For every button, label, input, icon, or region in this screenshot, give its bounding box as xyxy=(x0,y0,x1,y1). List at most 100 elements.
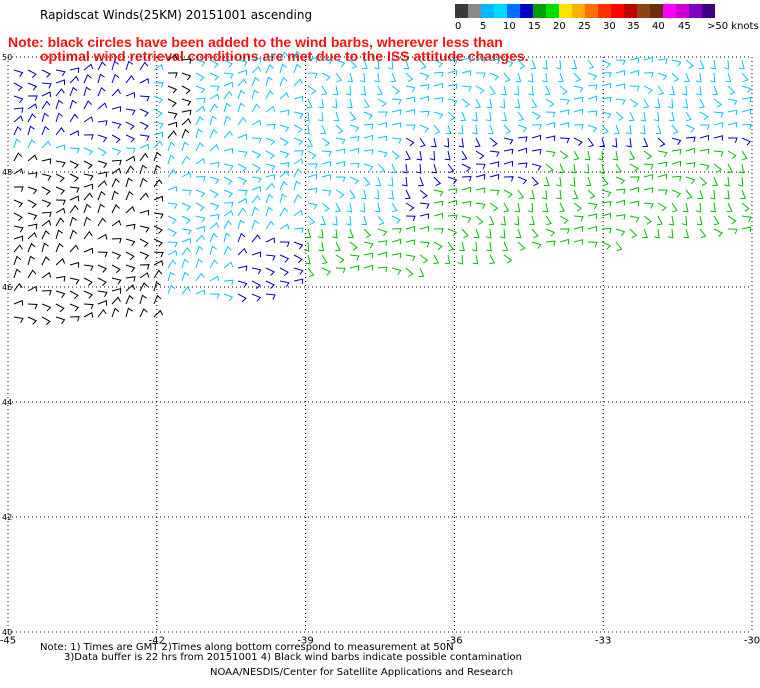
wind-barb xyxy=(348,228,354,239)
wind-barb xyxy=(181,117,192,126)
wind-barb xyxy=(265,174,276,180)
wind-barb xyxy=(27,69,37,78)
wind-barb xyxy=(727,121,738,128)
wind-barb xyxy=(83,192,93,201)
wind-barb xyxy=(195,289,206,296)
wind-barb xyxy=(461,215,472,223)
wind-barb xyxy=(55,186,66,195)
wind-barb xyxy=(488,215,495,226)
wind-barb xyxy=(349,254,360,261)
wind-barb xyxy=(97,120,108,126)
colorbar-label: 35 xyxy=(627,21,640,32)
wind-barb xyxy=(223,59,233,68)
wind-barb xyxy=(304,124,310,135)
wind-barb xyxy=(433,59,444,68)
wind-barb xyxy=(683,228,690,239)
wind-barb xyxy=(433,82,444,89)
wind-barb xyxy=(153,108,163,117)
wind-barb xyxy=(41,100,51,110)
wind-barb xyxy=(573,226,584,232)
wind-barb xyxy=(55,275,66,282)
wind-barb xyxy=(601,111,612,119)
wind-barb xyxy=(83,100,92,110)
wind-barb xyxy=(13,95,24,104)
wind-barb xyxy=(699,148,710,155)
wind-barb xyxy=(237,280,248,288)
wind-barb xyxy=(139,95,150,102)
wind-barb xyxy=(489,137,498,147)
wind-barb xyxy=(55,144,66,150)
wind-barb xyxy=(41,69,51,78)
wind-barb xyxy=(391,252,402,259)
wind-barb xyxy=(374,59,380,70)
colorbar-label: 30 xyxy=(603,21,616,32)
wind-barb xyxy=(391,109,402,115)
wind-barb xyxy=(97,147,107,157)
wind-barb xyxy=(545,98,555,108)
wind-barb xyxy=(615,98,626,105)
wind-barb xyxy=(513,85,520,96)
wind-barb xyxy=(349,162,360,169)
wind-barb xyxy=(279,137,289,147)
wind-barb xyxy=(405,96,416,103)
wind-barb xyxy=(583,163,590,174)
wind-barb xyxy=(531,228,539,239)
wind-barb xyxy=(503,254,513,264)
wind-barb xyxy=(167,54,178,61)
wind-barb xyxy=(223,72,234,79)
wind-barb xyxy=(559,109,570,115)
wind-barb xyxy=(167,284,176,295)
wind-barb xyxy=(305,228,312,239)
wind-barb xyxy=(279,162,290,168)
wind-barb xyxy=(320,124,327,135)
wind-barb xyxy=(153,95,164,104)
wind-barb xyxy=(209,161,220,168)
wind-barb xyxy=(251,206,260,217)
wind-barb xyxy=(545,215,552,226)
colorbar-swatch xyxy=(481,4,494,18)
wind-barb xyxy=(83,116,94,123)
wind-barb xyxy=(527,202,534,213)
wind-barb xyxy=(489,254,496,265)
wind-barb xyxy=(167,130,177,139)
wind-barb xyxy=(601,124,609,135)
wind-barb xyxy=(671,160,682,167)
wind-barb xyxy=(111,264,121,274)
wind-barb xyxy=(279,280,290,288)
wind-barb xyxy=(573,215,584,222)
wind-barb xyxy=(223,189,234,198)
wind-barb xyxy=(360,189,367,200)
wind-barb xyxy=(195,157,206,165)
wind-barb xyxy=(559,215,569,225)
wind-barb xyxy=(111,167,122,175)
wind-barb xyxy=(667,98,674,109)
wind-barb xyxy=(377,240,388,246)
wind-barb xyxy=(559,98,570,105)
wind-barb xyxy=(402,163,408,174)
wind-barb xyxy=(167,249,178,256)
wind-barb xyxy=(741,150,748,161)
lon-tick-label: -30 xyxy=(744,635,760,646)
wind-barb xyxy=(725,72,732,83)
wind-barb xyxy=(391,215,401,224)
wind-barb xyxy=(515,72,522,83)
wind-barb xyxy=(293,95,304,102)
wind-barb xyxy=(13,299,24,306)
wind-barb xyxy=(643,215,652,225)
wind-barb xyxy=(615,111,624,121)
wind-barb xyxy=(601,241,612,250)
colorbar-swatch xyxy=(455,4,468,18)
colorbar-label: 15 xyxy=(528,21,541,32)
wind-barb xyxy=(69,67,80,73)
wind-barb xyxy=(629,163,639,173)
wind-barb xyxy=(653,111,660,122)
wind-barb xyxy=(223,245,232,256)
wind-barb xyxy=(431,163,438,174)
wind-barb xyxy=(612,150,619,161)
wind-barb xyxy=(391,122,402,128)
wind-barb xyxy=(643,85,653,94)
wind-barb xyxy=(335,254,345,264)
wind-barb xyxy=(223,293,234,302)
wind-barb xyxy=(83,203,92,214)
wind-barb xyxy=(643,72,654,78)
